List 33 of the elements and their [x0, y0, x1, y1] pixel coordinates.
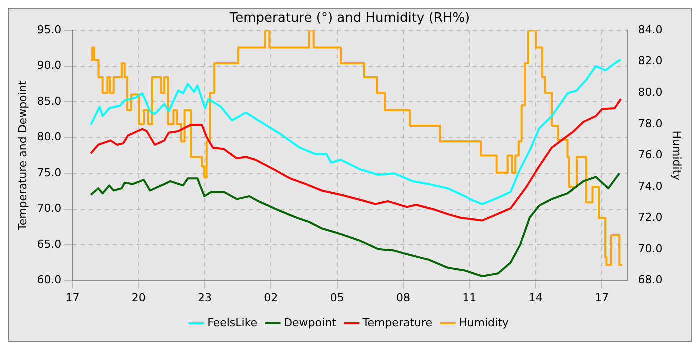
x-tick-label: 17 — [66, 291, 80, 304]
y2-tick-label: 76.0 — [638, 148, 663, 162]
y2-tick-label: 74.0 — [638, 180, 663, 193]
legend-label: Humidity — [459, 316, 510, 330]
legend-label: Dewpoint — [284, 316, 338, 330]
y-tick-label: 60.0 — [37, 274, 62, 287]
y2-tick-label: 72.0 — [638, 211, 663, 224]
y-tick-label: 85.0 — [37, 94, 62, 108]
y-axis-title: Temperature and Dewpoint — [16, 80, 30, 232]
y-tick-label: 95.0 — [37, 23, 62, 36]
y2-axis-title: Humidity — [670, 130, 684, 182]
y-tick-label: 70.0 — [37, 202, 62, 216]
x-tick-label: 17 — [594, 291, 609, 304]
x-tick-label: 02 — [264, 291, 278, 304]
x-tick-label: 20 — [132, 291, 146, 304]
y2-tick-label: 70.0 — [638, 242, 663, 256]
y-tick-label: 80.0 — [37, 130, 62, 144]
y2-tick-label: 78.0 — [638, 117, 663, 130]
y-tick-label: 90.0 — [37, 59, 62, 72]
y2-tick-label: 84.0 — [638, 23, 663, 36]
legend-label: Temperature — [362, 316, 433, 330]
chart-title: Temperature (°) and Humidity (RH%) — [228, 11, 470, 26]
y2-tick-label: 82.0 — [638, 54, 663, 68]
x-tick-label: 05 — [330, 291, 344, 304]
x-tick-label: 11 — [462, 291, 477, 304]
y2-tick-label: 68.0 — [638, 274, 663, 287]
x-tick-label: 08 — [396, 291, 410, 304]
legend-label: FeelsLike — [208, 316, 258, 330]
x-tick-label: 14 — [528, 291, 543, 304]
y-tick-label: 65.0 — [37, 238, 62, 251]
x-tick-label: 23 — [198, 291, 212, 304]
y2-tick-label: 80.0 — [638, 86, 663, 100]
y-tick-label: 75.0 — [37, 166, 62, 180]
